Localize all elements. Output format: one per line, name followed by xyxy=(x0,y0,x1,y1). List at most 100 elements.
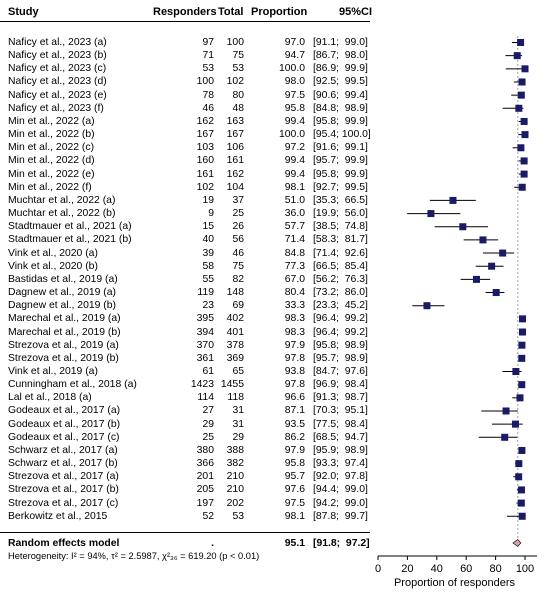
point-marker xyxy=(520,170,528,178)
total-value: 37 xyxy=(232,194,244,206)
ci-value: [92.0; 97.8] xyxy=(313,471,368,483)
responders-value: 201 xyxy=(196,471,214,483)
total-value: 148 xyxy=(226,287,244,299)
responders-value: 167 xyxy=(196,129,214,141)
table-row: Bastidas et al., 2019 (a) 55 82 67.0 [56.2; … xyxy=(0,273,375,286)
ci-value: [95.7; 98.9] xyxy=(313,352,368,364)
study-name: Stadtmauer et al., 2021 (a) xyxy=(8,221,132,233)
proportion-value: 98.3 xyxy=(284,326,305,338)
point-marker xyxy=(519,328,527,336)
total-value: 53 xyxy=(232,510,244,522)
proportion-value: 97.2 xyxy=(284,142,305,154)
study-name: Naficy et al., 2023 (c) xyxy=(8,63,107,75)
responders-value: 102 xyxy=(196,181,214,193)
table-row: Schwarz et al., 2017 (a) 380 388 97.9 [95.9;… xyxy=(0,444,375,457)
header-total: Total xyxy=(218,6,244,18)
study-name: Strezova et al., 2019 (b) xyxy=(8,352,119,364)
responders-value: 361 xyxy=(196,352,214,364)
ci-value: [70.3; 95.1] xyxy=(313,405,368,417)
x-tick-label: 40 xyxy=(431,563,443,575)
ci-value: [91.3; 98.7] xyxy=(313,392,368,404)
total-value: 161 xyxy=(226,155,244,167)
study-name: Strezova et al., 2019 (a) xyxy=(8,339,119,351)
total-value: 75 xyxy=(232,260,244,272)
table-row: Vink et al., 2020 (a) 39 46 84.8 [71.4; 92.6… xyxy=(0,247,375,260)
study-name: Naficy et al., 2023 (d) xyxy=(8,76,107,88)
ci-value: [95.4; 100.0] xyxy=(313,129,371,141)
point-marker xyxy=(518,381,526,389)
total-value: 46 xyxy=(232,247,244,259)
table-row: Min et al., 2022 (c) 103 106 97.2 [91.6; 99.… xyxy=(0,141,375,154)
summary-diamond xyxy=(512,539,522,547)
total-value: 382 xyxy=(226,458,244,470)
point-marker xyxy=(517,39,525,46)
table-row: Dagnew et al., 2019 (b) 23 69 33.3 [23.3; 45… xyxy=(0,299,375,312)
header-95ci: 95%CI xyxy=(339,6,373,18)
proportion-value: 95.8 xyxy=(284,458,305,470)
x-tick-label: 0 xyxy=(375,563,381,575)
study-name: Cunningham et al., 2018 (a) xyxy=(8,379,137,391)
study-name: Berkowitz et al., 2015 xyxy=(8,510,108,522)
point-marker xyxy=(520,117,528,125)
point-marker xyxy=(516,394,524,402)
point-marker xyxy=(423,302,431,310)
summary-ci: [91.8; 97.2] xyxy=(313,538,370,549)
total-value: 75 xyxy=(232,50,244,62)
proportion-value: 97.8 xyxy=(284,379,305,391)
ci-value: [84.8; 98.9] xyxy=(313,102,368,114)
table-row: Lal et al., 2018 (a) 114 118 96.6 [91.3; 98.… xyxy=(0,391,375,404)
point-marker xyxy=(518,512,526,520)
ci-value: [66.5; 85.4] xyxy=(313,260,368,272)
study-name: Min et al., 2022 (a) xyxy=(8,115,95,127)
proportion-value: 51.0 xyxy=(284,194,305,206)
point-marker xyxy=(518,183,526,191)
responders-value: 29 xyxy=(202,418,214,430)
ci-value: [90.6; 99.4] xyxy=(313,89,368,101)
point-marker xyxy=(517,91,525,99)
responders-value: 97 xyxy=(202,37,214,48)
point-marker xyxy=(499,249,507,257)
ci-value: [96.4; 99.2] xyxy=(313,326,368,338)
point-marker xyxy=(472,275,480,283)
ci-value: [77.5; 98.4] xyxy=(313,418,368,430)
total-value: 65 xyxy=(232,366,244,377)
total-value: 100 xyxy=(226,37,244,48)
ci-value: [68.5; 94.7] xyxy=(313,431,368,443)
responders-value: 55 xyxy=(202,273,214,285)
total-value: 25 xyxy=(232,208,244,220)
table-row: Stadtmauer et al., 2021 (a) 15 26 57.7 [38.5… xyxy=(0,220,375,233)
point-marker xyxy=(512,368,520,375)
study-name: Marechal et al., 2019 (b) xyxy=(8,326,121,338)
proportion-value: 97.5 xyxy=(284,89,305,101)
responders-value: 370 xyxy=(196,339,214,351)
responders-value: 197 xyxy=(196,497,214,509)
total-value: 167 xyxy=(226,129,244,141)
point-marker xyxy=(515,460,523,468)
total-value: 378 xyxy=(226,339,244,351)
total-value: 29 xyxy=(232,431,244,443)
summary-proportion: 95.1 xyxy=(284,538,305,549)
study-name: Muchtar et al., 2022 (a) xyxy=(8,194,116,206)
responders-value: 161 xyxy=(196,168,214,180)
proportion-value: 77.3 xyxy=(284,260,305,272)
responders-value: 162 xyxy=(196,115,214,127)
ci-value: [58.3; 81.7] xyxy=(313,234,368,246)
header-proportion: Proportion xyxy=(251,6,308,18)
proportion-value: 71.4 xyxy=(284,234,305,246)
study-name: Lal et al., 2018 (a) xyxy=(8,392,92,404)
table-row: Strezova et al., 2017 (a) 201 210 95.7 [92.0… xyxy=(0,470,375,483)
responders-value: 103 xyxy=(196,142,214,154)
responders-value: 71 xyxy=(202,50,214,62)
ci-value: [35.3; 66.5] xyxy=(313,194,368,206)
responders-value: 114 xyxy=(197,392,214,404)
proportion-value: 97.8 xyxy=(284,352,305,364)
proportion-value: 99.4 xyxy=(284,155,305,167)
table-row: Naficy et al., 2023 (c) 53 53 100.0 [86.9; 9… xyxy=(0,62,375,75)
proportion-value: 80.4 xyxy=(284,287,305,299)
responders-value: 160 xyxy=(196,155,214,167)
study-name: Naficy et al., 2023 (f) xyxy=(8,102,104,114)
ci-value: [95.7; 99.9] xyxy=(313,155,368,167)
ci-value: [93.3; 97.4] xyxy=(313,458,368,470)
total-value: 56 xyxy=(232,234,244,246)
point-marker xyxy=(518,446,526,454)
